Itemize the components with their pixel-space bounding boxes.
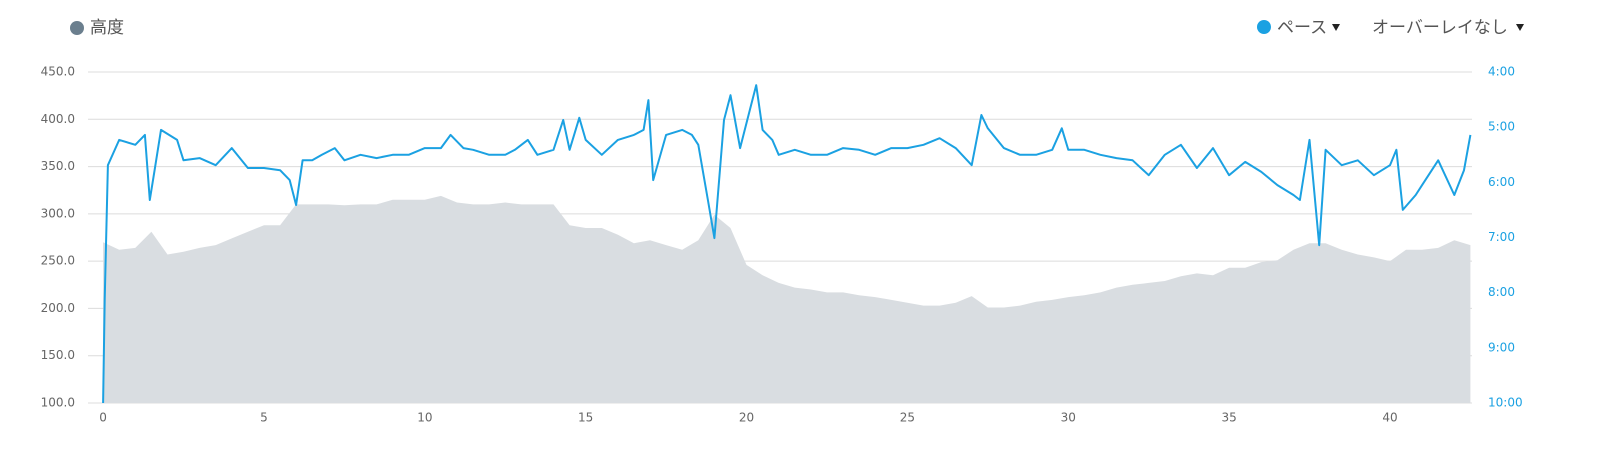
y-tick-label: 450.0	[41, 65, 75, 79]
y-tick-label: 150.0	[41, 348, 75, 362]
y2-tick-label: 7:00	[1488, 230, 1515, 244]
dropdown-arrow	[1332, 24, 1340, 31]
x-tick-label: 40	[1382, 411, 1397, 425]
legend-swatch	[1257, 20, 1271, 34]
y2-tick-label: 9:00	[1488, 340, 1515, 354]
pace-line	[102, 84, 1472, 404]
overlay-label: オーバーレイなし	[1372, 18, 1508, 38]
x-tick-label: 35	[1221, 411, 1236, 425]
y-tick-label: 350.0	[41, 159, 75, 173]
y-tick-label: 300.0	[41, 206, 75, 220]
elevation-area	[103, 195, 1471, 403]
y2-tick-label: 5:00	[1488, 120, 1515, 134]
y-tick-label: 100.0	[41, 396, 75, 410]
x-tick-label: 25	[900, 411, 915, 425]
x-tick-label: 0	[99, 411, 107, 425]
pace-selector[interactable]: ペース	[1257, 18, 1340, 38]
x-tick-label: 15	[578, 411, 593, 425]
overlay-selector[interactable]: オーバーレイなし	[1372, 18, 1524, 38]
dropdown-arrow	[1516, 24, 1524, 31]
legend-label: ペース	[1277, 18, 1327, 38]
x-tick-label: 30	[1061, 411, 1076, 425]
y-tick-label: 400.0	[41, 112, 75, 126]
legend-label: 高度	[90, 18, 124, 38]
y2-tick-label: 6:00	[1488, 175, 1515, 189]
legend-swatch	[70, 21, 84, 35]
y2-tick-label: 10:00	[1488, 396, 1523, 410]
x-tick-label: 20	[739, 411, 754, 425]
x-tick-label: 10	[417, 411, 432, 425]
x-tick-label: 5	[260, 411, 268, 425]
y2-tick-label: 8:00	[1488, 285, 1515, 299]
y-tick-label: 200.0	[41, 301, 75, 315]
y2-tick-label: 4:00	[1488, 65, 1515, 79]
y-tick-label: 250.0	[41, 254, 75, 268]
